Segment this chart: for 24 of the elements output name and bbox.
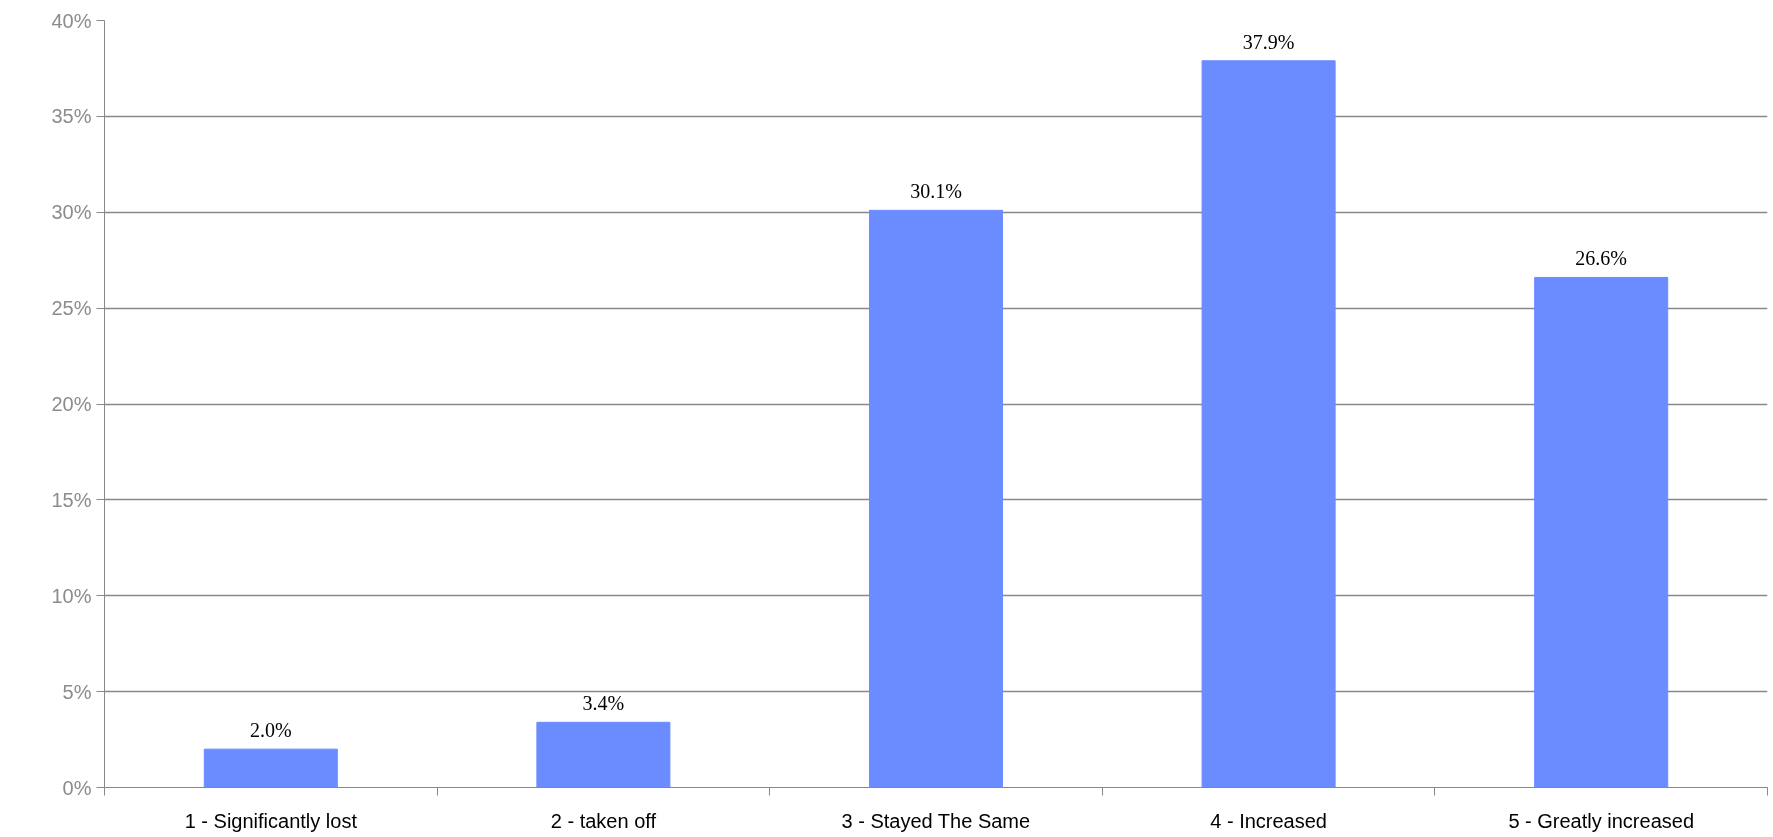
bar bbox=[203, 748, 338, 788]
x-tick-label: 3 - Stayed The Same bbox=[841, 809, 1031, 832]
y-tick-label: 0% bbox=[62, 776, 92, 799]
bar bbox=[1201, 60, 1336, 788]
data-label: 3.4% bbox=[582, 692, 625, 715]
bar bbox=[536, 721, 671, 788]
data-label: 37.9% bbox=[1242, 30, 1295, 53]
data-label: 2.0% bbox=[249, 719, 292, 742]
y-tick-label: 25% bbox=[51, 297, 92, 320]
bar bbox=[1534, 276, 1669, 788]
y-tick-label: 35% bbox=[51, 105, 92, 128]
x-tick-label: 4 - Increased bbox=[1210, 809, 1327, 832]
y-tick-label: 5% bbox=[62, 680, 92, 703]
y-tick-label: 10% bbox=[51, 584, 92, 607]
data-label: 30.1% bbox=[910, 180, 962, 203]
y-tick-label: 20% bbox=[51, 393, 92, 415]
bar bbox=[868, 209, 1004, 788]
y-tick-label: 30% bbox=[51, 201, 92, 224]
y-tick-label: 40% bbox=[51, 9, 92, 32]
x-tick-label: 1 - Significantly lost bbox=[184, 809, 358, 832]
data-label: 26.6% bbox=[1575, 247, 1628, 270]
y-tick-label: 15% bbox=[51, 488, 92, 511]
x-tick-label: 2 - taken off bbox=[550, 809, 657, 832]
x-tick-label: 5 - Greatly increased bbox=[1508, 809, 1695, 832]
